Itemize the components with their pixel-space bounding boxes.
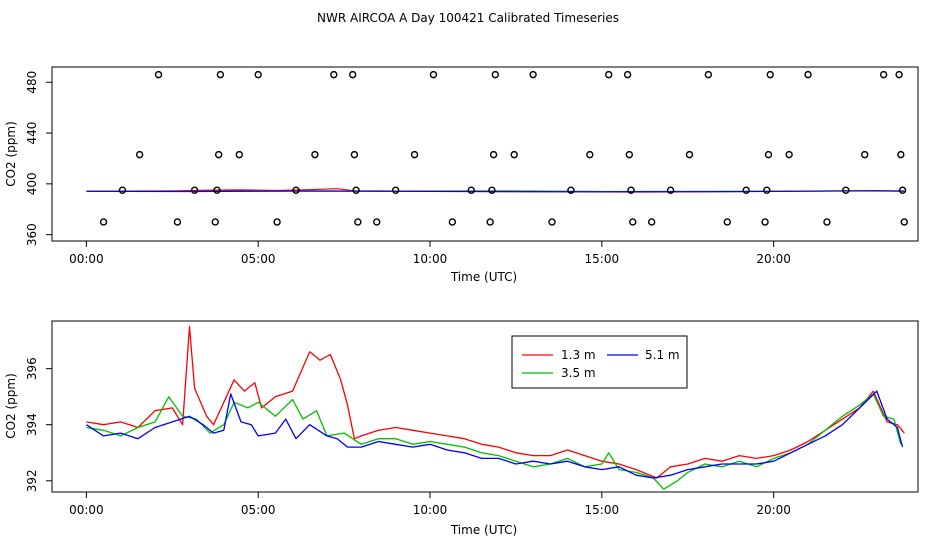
x-tick-label: 15:00 — [585, 252, 620, 266]
reference-point — [742, 186, 750, 194]
x-tick-label: 05:00 — [241, 252, 276, 266]
reference-point — [763, 186, 771, 194]
reference-point — [861, 150, 869, 159]
reference-point — [373, 218, 381, 226]
reference-point — [429, 70, 438, 79]
reference-point — [629, 218, 637, 226]
reference-point — [510, 150, 518, 159]
reference-point — [348, 70, 357, 79]
reference-point — [623, 70, 632, 79]
reference-point — [352, 186, 360, 194]
reference-point — [489, 150, 498, 159]
reference-point — [486, 218, 494, 226]
top-ticks: 00:00 05:00 10:00 15:00 20:00 360 400 440 480 — [25, 71, 791, 266]
reference-point — [548, 218, 556, 226]
series-line-1.3m — [86, 325, 905, 479]
top-panel: 00:00 05:00 10:00 15:00 20:00 360 400 440 480 Ti… — [4, 66, 919, 284]
reference-point — [99, 218, 108, 226]
reference-point — [216, 70, 225, 79]
bottom-panel: 00:00 05:00 10:00 15:00 20:00 392 394 396 Time … — [4, 320, 919, 537]
reference-point — [804, 70, 812, 79]
top-marks — [86, 70, 908, 226]
y-tick-label: 480 — [25, 71, 39, 94]
bottom-ticks: 00:00 05:00 10:00 15:00 20:00 392 394 396 — [25, 357, 791, 517]
reference-point — [685, 150, 694, 159]
reference-point — [900, 218, 908, 226]
reference-point — [391, 186, 400, 194]
y-tick-label: 392 — [25, 469, 39, 492]
series-line-5.1m — [86, 390, 904, 479]
reference-point — [235, 150, 243, 159]
reference-point — [895, 70, 903, 79]
reference-point — [666, 186, 675, 194]
y-tick-label: 394 — [25, 413, 39, 436]
reference-point — [785, 150, 793, 159]
reference-point — [354, 218, 362, 226]
legend: 1.3 m 3.5 m 5.1 m — [511, 335, 688, 389]
reference-point — [567, 186, 575, 194]
reference-point — [605, 70, 613, 79]
reference-point — [350, 150, 359, 159]
reference-point — [292, 186, 300, 194]
legend-box — [511, 335, 688, 389]
top-plot-frame — [51, 66, 919, 242]
reference-point — [118, 186, 127, 194]
reference-point — [491, 70, 500, 79]
x-tick-label: 15:00 — [585, 503, 620, 517]
reference-point — [704, 70, 713, 79]
reference-point — [273, 218, 281, 226]
reference-point — [254, 70, 262, 79]
y-tick-label: 396 — [25, 357, 39, 380]
bottom-plot-frame — [51, 320, 919, 493]
reference-point — [647, 218, 656, 226]
reference-point — [448, 218, 457, 226]
reference-point — [823, 218, 831, 226]
reference-point — [213, 186, 221, 194]
reference-point — [173, 218, 182, 226]
reference-point — [897, 150, 905, 159]
x-tick-label: 20:00 — [756, 252, 791, 266]
reference-point — [761, 218, 769, 226]
reference-point — [627, 186, 635, 194]
legend-label-3.5m: 3.5 m — [561, 366, 596, 380]
reference-point — [211, 218, 219, 226]
reference-point — [723, 218, 731, 226]
reference-point — [879, 70, 888, 79]
reference-point — [311, 150, 319, 159]
top-y-axis-label: CO2 (ppm) — [4, 121, 18, 187]
reference-point — [842, 186, 850, 194]
reference-point — [330, 70, 338, 79]
bottom-y-axis-label: CO2 (ppm) — [4, 373, 18, 439]
x-tick-label: 10:00 — [413, 252, 448, 266]
reference-point — [764, 150, 773, 159]
bottom-x-axis-label: Time (UTC) — [450, 523, 517, 537]
reference-point — [488, 186, 496, 194]
x-tick-label: 20:00 — [756, 503, 791, 517]
bottom-marks — [86, 325, 905, 490]
x-tick-label: 05:00 — [241, 503, 276, 517]
reference-point — [214, 150, 223, 159]
reference-point — [154, 70, 163, 79]
reference-point — [898, 186, 907, 194]
y-tick-label: 440 — [25, 122, 39, 145]
legend-label-1.3m: 1.3 m — [561, 348, 596, 362]
reference-point — [586, 150, 594, 159]
x-tick-label: 00:00 — [69, 252, 104, 266]
x-tick-label: 00:00 — [69, 503, 104, 517]
top-x-axis-label: Time (UTC) — [450, 270, 517, 284]
reference-point — [766, 70, 774, 79]
figure-title: NWR AIRCOA A Day 100421 Calibrated Times… — [317, 11, 619, 25]
reference-point — [135, 150, 144, 159]
reference-point — [529, 70, 537, 79]
reference-point — [467, 186, 475, 194]
reference-point — [190, 186, 199, 194]
series-line-3.5m — [86, 393, 902, 490]
legend-label-5.1m: 5.1 m — [645, 348, 680, 362]
reference-point — [625, 150, 634, 159]
x-tick-label: 10:00 — [413, 503, 448, 517]
y-tick-label: 400 — [25, 172, 39, 195]
y-tick-label: 360 — [25, 223, 39, 246]
reference-point — [410, 150, 419, 159]
